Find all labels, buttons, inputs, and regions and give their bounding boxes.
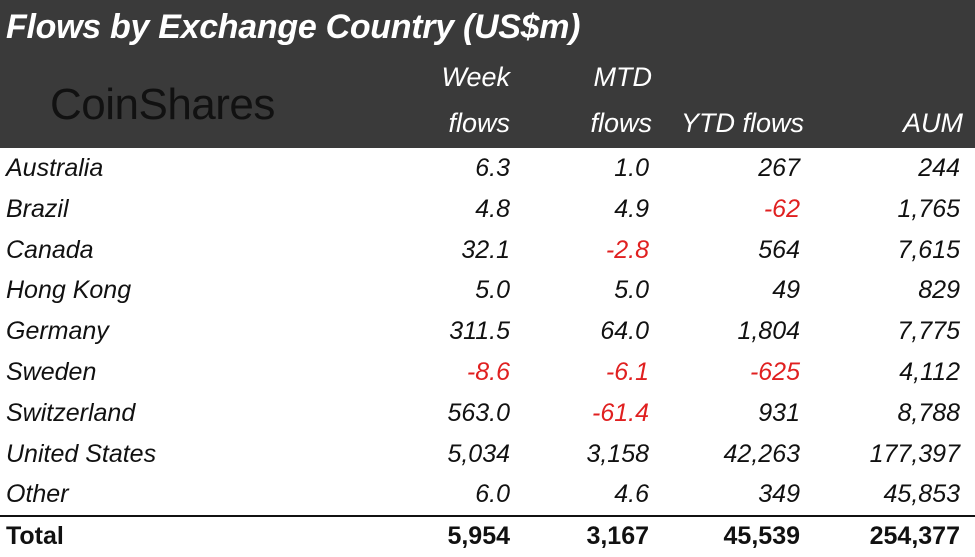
week-flows-cell: 4.8	[475, 194, 510, 223]
aum-cell: 1,765	[897, 194, 960, 223]
total-aum: 254,377	[869, 522, 960, 550]
total-row: Total 5,954 3,167 45,539 254,377	[0, 516, 975, 557]
table-row: Australia 6.3 1.0 267 244	[0, 148, 975, 189]
aum-cell: 7,615	[897, 235, 960, 264]
table-row: Sweden -8.6 -6.1 -625 4,112	[0, 352, 975, 393]
header-week-line2: flows	[448, 108, 510, 138]
mtd-flows-cell: 5.0	[614, 276, 649, 305]
aum-cell: 829	[918, 276, 960, 305]
table-row: Switzerland 563.0 -61.4 931 8,788	[0, 393, 975, 434]
week-flows-cell: 6.3	[475, 154, 510, 182]
aum-cell: 7,775	[897, 317, 960, 346]
aum-cell: 45,853	[883, 480, 960, 509]
mtd-flows-cell: 64.0	[600, 317, 649, 346]
week-flows-cell: 32.1	[461, 235, 510, 264]
header-mtd-line1: MTD	[593, 62, 652, 92]
mtd-flows-cell: 1.0	[614, 154, 649, 182]
country-cell: Sweden	[6, 358, 97, 386]
header-aum: AUM	[903, 108, 963, 138]
total-divider	[0, 515, 975, 517]
ytd-flows-cell: -625	[749, 358, 800, 386]
aum-cell: 4,112	[899, 358, 960, 386]
country-cell: United States	[6, 439, 157, 468]
aum-cell: 177,397	[869, 439, 960, 468]
country-cell: Canada	[6, 235, 94, 264]
table-header: Flows by Exchange Country (US$m) CoinSha…	[0, 0, 975, 148]
mtd-flows-cell: -61.4	[592, 398, 649, 427]
table-row: Canada 32.1 -2.8 564 7,615	[0, 230, 975, 271]
ytd-flows-cell: 349	[758, 480, 800, 509]
coinshares-logo: CoinShares	[50, 80, 275, 129]
table-row: United States 5,034 3,158 42,263 177,397	[0, 434, 975, 475]
mtd-flows-cell: 4.6	[614, 480, 649, 509]
total-week: 5,954	[447, 522, 510, 550]
country-cell: Australia	[6, 154, 104, 182]
ytd-flows-cell: 1,804	[737, 317, 800, 346]
mtd-flows-cell: 4.9	[614, 194, 649, 223]
mtd-flows-cell: -2.8	[605, 235, 649, 264]
total-label: Total	[6, 522, 64, 550]
header-mtd-line2: flows	[590, 108, 652, 138]
table-row: Germany 311.5 64.0 1,804 7,775	[0, 311, 975, 352]
total-ytd: 45,539	[723, 522, 800, 550]
total-mtd: 3,167	[586, 522, 649, 550]
mtd-flows-cell: -6.1	[605, 358, 649, 386]
ytd-flows-cell: 564	[758, 235, 800, 264]
ytd-flows-cell: 931	[758, 398, 800, 427]
country-cell: Brazil	[6, 194, 69, 223]
week-flows-cell: 5.0	[475, 276, 510, 305]
table-title: Flows by Exchange Country (US$m)	[6, 8, 581, 46]
country-cell: Switzerland	[6, 398, 136, 427]
table-row: Brazil 4.8 4.9 -62 1,765	[0, 189, 975, 230]
header-week-line1: Week	[441, 62, 510, 92]
table-row: Other 6.0 4.6 349 45,853	[0, 474, 975, 515]
country-cell: Germany	[6, 317, 109, 346]
country-cell: Hong Kong	[6, 276, 132, 305]
aum-cell: 244	[918, 154, 960, 182]
week-flows-cell: 563.0	[447, 398, 510, 427]
country-cell: Other	[6, 480, 69, 509]
week-flows-cell: -8.6	[466, 358, 510, 386]
ytd-flows-cell: 42,263	[723, 439, 800, 468]
aum-cell: 8,788	[897, 398, 960, 427]
ytd-flows-cell: 267	[758, 154, 800, 182]
week-flows-cell: 5,034	[447, 439, 510, 468]
table-row: Hong Kong 5.0 5.0 49 829	[0, 270, 975, 311]
header-ytd: YTD flows	[680, 108, 804, 138]
ytd-flows-cell: 49	[772, 276, 800, 305]
week-flows-cell: 6.0	[475, 480, 510, 509]
week-flows-cell: 311.5	[449, 317, 510, 346]
mtd-flows-cell: 3,158	[586, 439, 649, 468]
ytd-flows-cell: -62	[763, 194, 800, 223]
